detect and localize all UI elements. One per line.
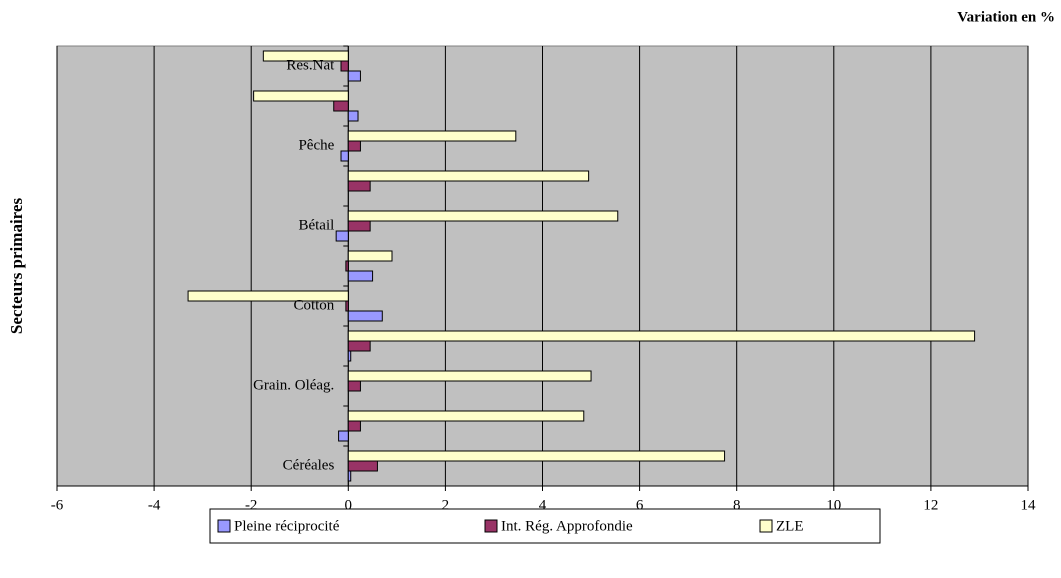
bar (345, 300, 349, 312)
y-tick-label: Pêche (298, 137, 334, 153)
bar (347, 330, 976, 342)
x-tick-label: 2 (442, 497, 450, 513)
legend-swatch (759, 519, 773, 533)
x-tick-label: 4 (539, 497, 547, 513)
chart-title: Variation en % (957, 9, 1055, 25)
bar (345, 260, 349, 272)
bar (187, 290, 349, 302)
bar (347, 220, 371, 232)
bar (347, 380, 361, 392)
y-tick-label: Céréales (283, 457, 335, 473)
x-tick-label: 12 (923, 497, 938, 513)
legend-label: Int. Rég. Approfondie (501, 518, 633, 534)
bar (338, 430, 349, 442)
bar (347, 140, 361, 152)
bar (347, 250, 393, 262)
x-tick-label: 6 (636, 497, 644, 513)
legend-label: ZLE (776, 518, 804, 534)
bar (347, 180, 371, 192)
bar (335, 230, 349, 242)
bar (347, 420, 361, 432)
legend-swatch (484, 519, 498, 533)
x-tick-label: 0 (345, 497, 353, 513)
bar (340, 150, 349, 162)
bar (347, 210, 619, 222)
bar (347, 70, 361, 82)
y-tick-label: Grain. Oléag. (253, 377, 334, 393)
x-tick-label: 8 (733, 497, 741, 513)
bar (347, 350, 352, 362)
bar (253, 90, 349, 102)
y-tick-label: Cotton (293, 297, 334, 313)
bar (347, 450, 726, 462)
bar (347, 340, 371, 352)
bar (347, 460, 378, 472)
bar (347, 270, 374, 282)
bar (347, 310, 383, 322)
bar (340, 60, 349, 72)
bar (262, 50, 349, 62)
bar (347, 170, 590, 182)
bar (347, 370, 592, 382)
y-tick-label: Res.Nat (286, 57, 335, 73)
bar (347, 470, 352, 482)
x-tick-label: 14 (1021, 497, 1037, 513)
bar (333, 100, 349, 112)
legend-swatch (217, 519, 231, 533)
bar (347, 130, 517, 142)
bar (347, 110, 359, 122)
x-tick-label: -6 (51, 497, 64, 513)
y-axis-title: Secteurs primaires (7, 198, 26, 335)
legend-label: Pleine réciprocité (234, 518, 340, 534)
bar (347, 410, 585, 422)
y-tick-label: Bétail (298, 217, 334, 233)
x-tick-label: -4 (148, 497, 161, 513)
